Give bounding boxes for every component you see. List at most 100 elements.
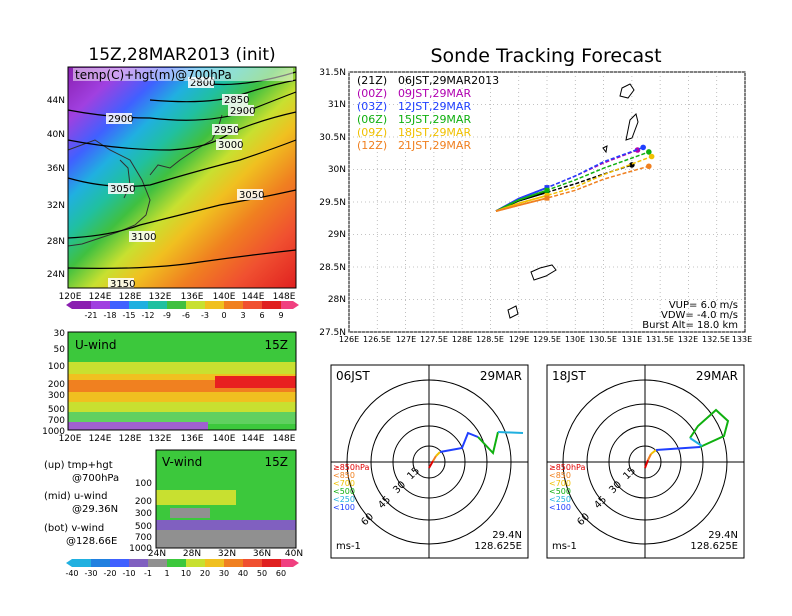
legend-code: (06Z) bbox=[357, 113, 387, 126]
track-lon-ticks: 126E 126.5E 127E 127.5E 128E 128.5E 129E… bbox=[339, 335, 752, 344]
colorbar-tick: -40 bbox=[65, 569, 78, 578]
hodograph-date: 29MAR bbox=[480, 369, 522, 383]
contour-label: 3150 bbox=[110, 279, 135, 290]
lon-tick: 126E bbox=[339, 335, 359, 344]
lat-tick: 32N bbox=[47, 201, 65, 211]
legend-label: 18JST,29MAR bbox=[398, 126, 471, 139]
colorbar-tick: 40 bbox=[238, 569, 248, 578]
colorbar-tick: -10 bbox=[122, 569, 135, 578]
lon-tick: 144E bbox=[242, 434, 265, 444]
note-line: (bot) v-wind bbox=[44, 523, 104, 534]
param-text: Burst Alt= 18.0 km bbox=[642, 320, 738, 331]
legend-label: 06JST,29MAR2013 bbox=[398, 74, 499, 87]
p-tick: 100 bbox=[135, 479, 152, 489]
burst-marker bbox=[544, 187, 550, 193]
vwind-p-ticks: 100 200 300 500 700 1000 bbox=[129, 479, 152, 554]
uwind-frame bbox=[67, 331, 297, 431]
island bbox=[602, 145, 608, 154]
param-text: VUP= 6.0 m/s bbox=[669, 300, 738, 311]
note-line: (mid) u-wind bbox=[44, 491, 107, 502]
hodograph-lon: 128.625E bbox=[474, 541, 522, 552]
p-tick: 1000 bbox=[42, 427, 65, 437]
p-tick: 1000 bbox=[129, 544, 152, 554]
colorbar-tick: -1 bbox=[144, 569, 152, 578]
track-grid bbox=[348, 71, 746, 333]
lon-tick: 127.5E bbox=[420, 335, 448, 344]
colorbar-tick: 60 bbox=[276, 569, 286, 578]
legend-code: (00Z) bbox=[357, 87, 387, 100]
legend-item: <850 bbox=[549, 471, 571, 480]
island bbox=[530, 264, 557, 281]
contour-labels: 2800 2850 2900 2900 2950 3000 3050 3050 … bbox=[106, 77, 264, 290]
burst-marker bbox=[544, 185, 550, 191]
param-text: VDW= -4.0 m/s bbox=[661, 310, 738, 321]
lon-tick: 128.5E bbox=[476, 335, 504, 344]
lon-tick: 132E bbox=[149, 292, 172, 302]
track-lat-ticks: 31.5N 31N 30.5N 30N 29.5N 29N 28.5N 28N … bbox=[319, 68, 346, 338]
lon-tick: 148E bbox=[273, 434, 296, 444]
p-tick: 500 bbox=[48, 405, 65, 415]
hodograph-legend: ≥850hPa <850 <700 <500 <250 <100 bbox=[333, 463, 370, 512]
vwind-lat-ticks: 24N 28N 32N 36N 40N bbox=[148, 549, 303, 559]
uwind-time: 15Z bbox=[265, 338, 289, 352]
hodograph-unit: ms-1 bbox=[552, 541, 577, 552]
left-title: 15Z,28MAR2013 (init) bbox=[88, 45, 275, 65]
lon-tick: 132.5E bbox=[702, 335, 730, 344]
hodograph-rings bbox=[547, 365, 744, 558]
uwind-label: U-wind bbox=[75, 338, 116, 352]
landing-point bbox=[646, 149, 652, 155]
colorbar-tick: -20 bbox=[103, 569, 116, 578]
lat-tick: 40N bbox=[47, 130, 65, 140]
track-ascent-line bbox=[495, 197, 548, 212]
colorbar-tick: -21 bbox=[84, 311, 97, 320]
island bbox=[625, 113, 639, 141]
legend-item: <500 bbox=[549, 487, 571, 496]
lon-tick: 120E bbox=[59, 434, 82, 444]
lon-tick: 131E bbox=[622, 335, 642, 344]
p-tick: 200 bbox=[48, 380, 65, 390]
colorbar-tick: 9 bbox=[278, 311, 283, 320]
p-tick: 300 bbox=[48, 391, 65, 401]
contour-label: 2900 bbox=[230, 106, 255, 117]
note-line: @700hPa bbox=[72, 473, 119, 484]
lon-tick: 130E bbox=[565, 335, 585, 344]
lat-tick: 40N bbox=[285, 549, 303, 559]
lat-tick: 28N bbox=[328, 295, 346, 305]
landing-point bbox=[646, 163, 652, 170]
contour-label: 2850 bbox=[224, 95, 249, 106]
colorbar-tick: -18 bbox=[103, 311, 116, 320]
colorbar-tick: -6 bbox=[182, 311, 190, 320]
hodograph-trace bbox=[428, 431, 524, 469]
p-tick: 700 bbox=[135, 533, 152, 543]
lat-tick: 32N bbox=[218, 549, 236, 559]
landing-point bbox=[640, 144, 646, 151]
colorbar-tick: -9 bbox=[163, 311, 171, 320]
lon-tick: 128E bbox=[119, 434, 142, 444]
contour-label: 3050 bbox=[110, 184, 135, 195]
island bbox=[507, 305, 519, 319]
legend-item: <850 bbox=[333, 471, 355, 480]
legend-item: <250 bbox=[549, 495, 571, 504]
lon-tick: 140E bbox=[213, 434, 236, 444]
legend-item: <700 bbox=[549, 479, 571, 488]
temperature-field bbox=[68, 67, 296, 288]
legend-item: <250 bbox=[333, 495, 355, 504]
colorbar-tick: 30 bbox=[219, 569, 229, 578]
hodograph-18jst: 15 30 45 60 18JST 29MAR 29.4N 128.625E m… bbox=[546, 364, 745, 559]
p-tick: 50 bbox=[54, 345, 66, 355]
map-lat-ticks: 44N 40N 36N 32N 28N 24N bbox=[47, 96, 65, 280]
colorbar-tick: 1 bbox=[164, 569, 169, 578]
lon-tick: 128E bbox=[119, 292, 142, 302]
colorbar-tick: -3 bbox=[201, 311, 209, 320]
legend-item: ≥850hPa bbox=[549, 463, 586, 472]
colorbar-tick: -12 bbox=[141, 311, 154, 320]
lon-tick: 124E bbox=[89, 434, 112, 444]
hodograph-date: 29MAR bbox=[696, 369, 738, 383]
lat-tick: 44N bbox=[47, 96, 65, 106]
map-lon-ticks: 120E 124E 128E 132E 136E 140E 144E 148E bbox=[59, 292, 296, 302]
vwind-frame bbox=[155, 449, 297, 549]
burst-marker bbox=[544, 193, 550, 198]
lat-tick: 31N bbox=[328, 100, 346, 110]
legend-label: 09JST,29MAR bbox=[398, 87, 471, 100]
vwind-panel: V-wind 15Z 100 200 300 500 700 1000 24N … bbox=[65, 449, 303, 578]
